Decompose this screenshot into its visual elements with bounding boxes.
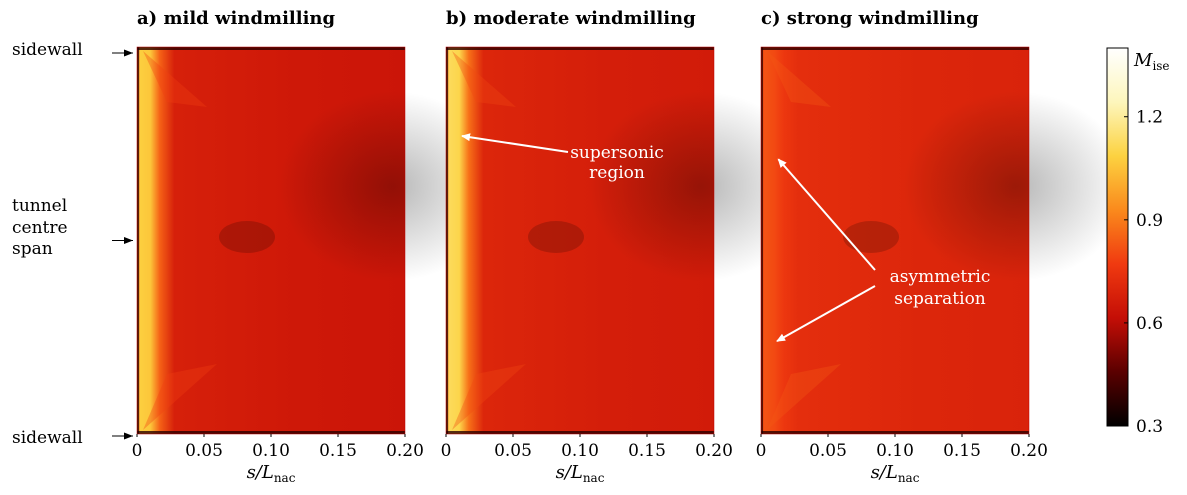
- x-axis-label: s/Lnac: [247, 462, 296, 485]
- x-tick-label: 0.15: [319, 441, 357, 461]
- corner-flow-top: [452, 51, 516, 107]
- leading-edge: [137, 47, 139, 434]
- sidewall-bottom: [137, 431, 405, 434]
- x-tick-label: 0.20: [386, 441, 424, 461]
- panel-title: a) mild windmilling: [137, 8, 336, 29]
- annotation-label: supersonic: [570, 143, 664, 163]
- corner-flow-bottom: [452, 364, 526, 430]
- annotation-label: region: [589, 163, 645, 183]
- sidewall-top: [137, 47, 405, 50]
- colorbar-tick-label: 0.9: [1136, 211, 1163, 231]
- low-mach-region: [588, 91, 814, 282]
- x-tick-label: 0.15: [628, 441, 666, 461]
- x-tick-label: 0.20: [1010, 441, 1048, 461]
- side-label: sidewall: [12, 40, 83, 60]
- heatmap-panels: a) mild windmilling 0 0.05 0.10 0.15 0.20 s/Ln…: [132, 8, 1129, 485]
- tap-wake: [219, 221, 275, 253]
- tap-wake: [528, 221, 584, 253]
- x-tick-label: 0.10: [561, 441, 599, 461]
- annotation-arrow: [776, 285, 876, 342]
- corner-flow-top: [767, 51, 831, 107]
- x-tick-label: 0.15: [943, 441, 981, 461]
- colorbar-label: Mise: [1133, 50, 1170, 73]
- sidewall-top: [761, 47, 1029, 50]
- colorbar: 0.3 0.6 0.9 1.2 Mise: [1106, 47, 1170, 437]
- side-label: tunnel: [12, 196, 67, 216]
- x-tick-label: 0: [132, 441, 143, 461]
- x-axis-label: s/Lnac: [556, 462, 605, 485]
- colorbar-tick-label: 0.3: [1136, 417, 1163, 437]
- colorbar-tick-label: 0.6: [1136, 314, 1163, 334]
- x-tick-label: 0.10: [252, 441, 290, 461]
- annotation-label: asymmetric: [890, 267, 991, 287]
- panel-title: c) strong windmilling: [761, 8, 979, 29]
- corner-flow-bottom: [767, 364, 841, 430]
- side-label: span: [12, 239, 53, 259]
- low-mach-region: [903, 91, 1129, 282]
- x-axis-label: s/Lnac: [871, 462, 920, 485]
- x-tick-label: 0.05: [809, 441, 847, 461]
- x-tick-label: 0.05: [494, 441, 532, 461]
- colorbar-tick-label: 1.2: [1136, 108, 1163, 128]
- corner-flow-top: [143, 51, 207, 107]
- corner-flow-bottom: [143, 364, 217, 430]
- panel-2: c) strong windmilling 0 0.05 0.10 0.15 0.20 s/…: [756, 8, 1129, 485]
- panel-1: b) moderate windmilling 0 0.05 0.10 0.15 0.20…: [441, 8, 814, 485]
- side-label: centre: [12, 218, 68, 238]
- leading-edge: [446, 47, 448, 434]
- x-tick-label: 0: [756, 441, 767, 461]
- sidewall-top: [446, 47, 714, 50]
- tap-wake: [843, 221, 899, 253]
- leading-edge: [761, 47, 763, 434]
- side-label: sidewall: [12, 428, 83, 448]
- x-tick-label: 0.10: [876, 441, 914, 461]
- annotation-label: separation: [894, 289, 986, 309]
- sidewall-bottom: [761, 431, 1029, 434]
- panel-title: b) moderate windmilling: [446, 8, 696, 29]
- sidewall-bottom: [446, 431, 714, 434]
- x-tick-label: 0.20: [695, 441, 733, 461]
- annotation-arrow: [777, 158, 876, 271]
- annotation-arrow: [461, 133, 569, 153]
- colorbar-scale: [1106, 47, 1129, 427]
- x-tick-label: 0: [441, 441, 452, 461]
- x-tick-label: 0.05: [185, 441, 223, 461]
